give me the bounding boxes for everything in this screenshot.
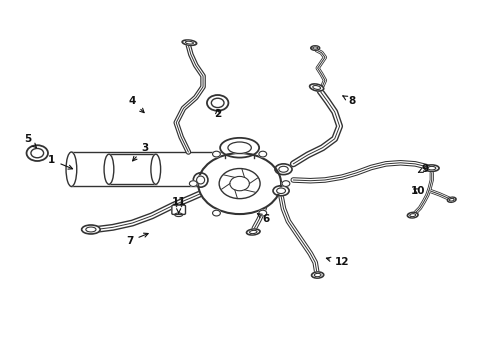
Ellipse shape <box>185 41 193 44</box>
Circle shape <box>212 151 220 157</box>
Ellipse shape <box>226 152 237 186</box>
Circle shape <box>258 151 266 157</box>
Ellipse shape <box>81 225 100 234</box>
Ellipse shape <box>193 173 207 187</box>
Text: 5: 5 <box>24 134 36 148</box>
Ellipse shape <box>174 213 182 217</box>
Circle shape <box>211 98 224 108</box>
Ellipse shape <box>196 176 204 184</box>
Circle shape <box>31 148 43 158</box>
Ellipse shape <box>314 273 320 277</box>
Circle shape <box>198 153 281 214</box>
Ellipse shape <box>312 47 317 49</box>
Ellipse shape <box>227 142 251 153</box>
Circle shape <box>258 210 266 216</box>
Ellipse shape <box>276 188 285 194</box>
Ellipse shape <box>311 272 323 278</box>
Ellipse shape <box>249 230 257 234</box>
Ellipse shape <box>409 213 415 217</box>
Ellipse shape <box>407 212 417 218</box>
Circle shape <box>212 210 220 216</box>
Ellipse shape <box>246 229 260 235</box>
Ellipse shape <box>309 84 323 91</box>
Circle shape <box>189 181 197 186</box>
Ellipse shape <box>220 138 259 158</box>
Text: 4: 4 <box>128 96 144 113</box>
Ellipse shape <box>448 198 453 201</box>
Circle shape <box>206 95 228 111</box>
Text: 8: 8 <box>342 96 355 106</box>
Ellipse shape <box>151 154 160 184</box>
Circle shape <box>26 145 48 161</box>
Text: 7: 7 <box>126 233 148 246</box>
Circle shape <box>282 181 289 186</box>
Text: 11: 11 <box>171 197 185 213</box>
Text: 3: 3 <box>132 143 148 161</box>
Ellipse shape <box>66 152 77 186</box>
Circle shape <box>219 168 260 199</box>
Ellipse shape <box>182 40 196 45</box>
Text: 9: 9 <box>418 164 427 174</box>
Text: 6: 6 <box>257 213 269 224</box>
Text: 1: 1 <box>48 155 72 169</box>
Ellipse shape <box>447 197 455 202</box>
Ellipse shape <box>310 46 319 50</box>
Ellipse shape <box>312 86 320 89</box>
Text: 10: 10 <box>409 186 424 196</box>
Ellipse shape <box>104 154 114 184</box>
FancyBboxPatch shape <box>171 205 185 215</box>
Ellipse shape <box>272 186 288 196</box>
Ellipse shape <box>427 166 435 170</box>
Ellipse shape <box>278 166 287 172</box>
Text: 2: 2 <box>214 109 221 119</box>
Ellipse shape <box>85 227 96 232</box>
Circle shape <box>229 176 249 191</box>
Text: 12: 12 <box>325 257 348 267</box>
Ellipse shape <box>424 165 438 171</box>
Ellipse shape <box>274 164 291 175</box>
